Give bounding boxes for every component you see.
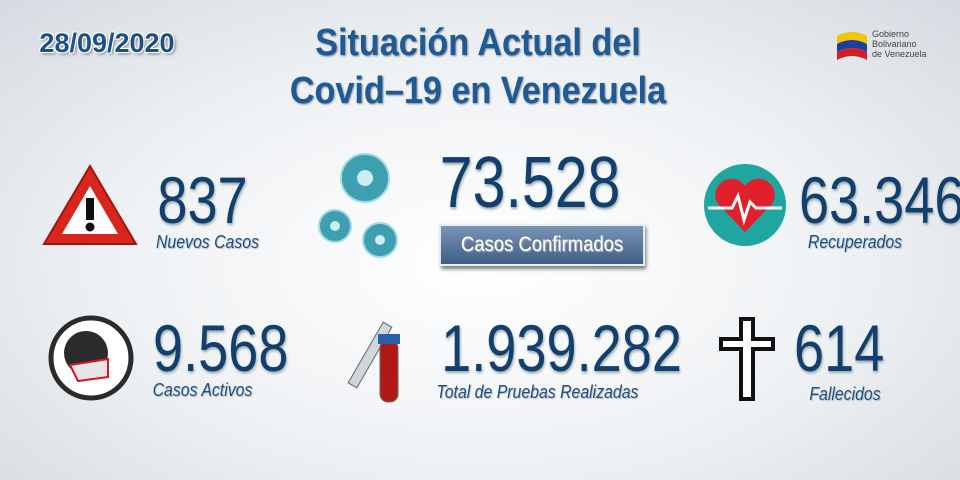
logo-text: Bolivariano [872,39,917,49]
syringe-icon [347,321,400,403]
stat-label: Casos Confirmados [439,224,645,266]
stat-value: 1.939.282 [441,311,682,385]
title-line: Covid–19 en Venezuela [289,70,667,112]
stat-value: 63.346 [798,163,960,237]
stat-label: Fallecidos [809,384,881,404]
date: 28/09/2020 [39,28,175,58]
logo-text: Gobierno [872,29,910,39]
stat-value: 73.528 [439,143,621,223]
stat-label: Recuperados [807,232,903,252]
stat-label: Nuevos Casos [155,232,260,252]
stat-value: 614 [794,311,885,385]
title-line: Situación Actual del [315,22,641,64]
warning-icon [42,164,138,245]
stat-value: 9.568 [153,311,289,385]
flag-icon [837,32,867,60]
stat-label: Casos Activos [152,380,253,400]
virus-icon [318,153,398,258]
logo-text: de Venezuela [872,49,927,59]
stat-value: 837 [157,163,248,237]
stat-label: Total de Pruebas Realizadas [436,382,639,402]
mask-icon [48,315,134,401]
heart-icon [704,164,786,246]
cross-icon [719,317,775,401]
